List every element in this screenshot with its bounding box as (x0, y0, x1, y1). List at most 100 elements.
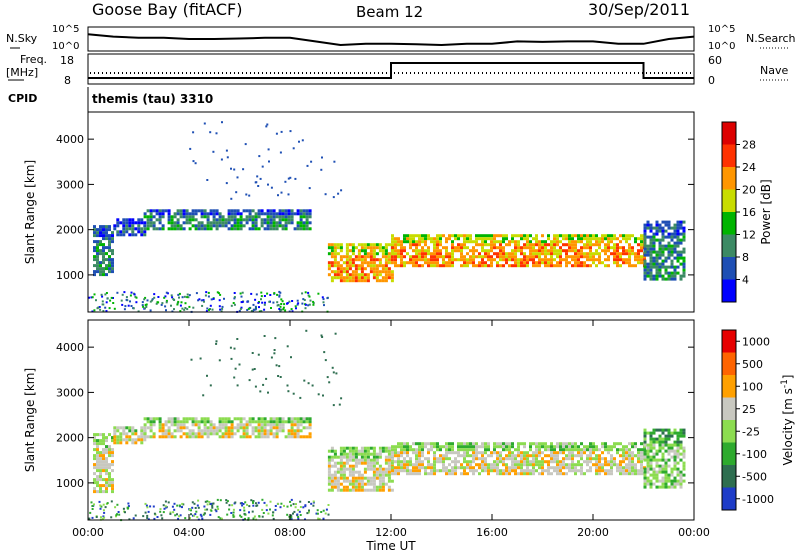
heatmap-cell (508, 445, 511, 449)
power-ylabel: Slant Range [km] (23, 160, 37, 264)
heatmap-cell (586, 246, 589, 250)
heatmap-cell (233, 224, 237, 228)
heatmap-cell (604, 258, 607, 262)
heatmap-cell (366, 455, 370, 459)
heatmap-cell (281, 300, 284, 303)
noise-left-tick-top: 10^5 (52, 24, 79, 35)
heatmap-cell (384, 243, 388, 247)
heatmap-cell (173, 227, 177, 231)
heatmap-cell (158, 435, 162, 439)
heatmap-cell (290, 429, 294, 433)
heatmap-cell (586, 469, 589, 473)
heatmap-cell (535, 469, 538, 473)
heatmap-cell (161, 432, 165, 436)
heatmap-cell (322, 394, 324, 397)
heatmap-cell (424, 466, 427, 470)
heatmap-cell (586, 258, 589, 262)
heatmap-cell (387, 449, 391, 453)
heatmap-cell (661, 226, 665, 230)
heatmap-cell (164, 432, 168, 436)
heatmap-cell (244, 517, 246, 520)
heatmap-cell (366, 464, 370, 468)
heatmap-cell (571, 445, 574, 449)
heatmap-cell (586, 240, 589, 244)
heatmap-cell (357, 279, 361, 283)
heatmap-cell (445, 261, 448, 265)
heatmap-cell (592, 258, 595, 262)
heatmap-cell (194, 212, 198, 216)
heatmap-cell (333, 249, 337, 253)
heatmap-cell (278, 420, 282, 424)
heatmap-cell (387, 255, 391, 259)
heatmap-cell (167, 218, 171, 222)
heatmap-cell (565, 255, 568, 259)
heatmap-cell (282, 308, 285, 311)
heatmap-cell (667, 458, 671, 462)
heatmap-cell (430, 264, 433, 268)
heatmap-cell (439, 255, 442, 259)
heatmap-cell (366, 273, 370, 277)
heatmap-cell (658, 437, 662, 441)
heatmap-cell (670, 449, 674, 453)
heatmap-cell (532, 246, 535, 250)
heatmap-cell (369, 458, 373, 462)
heatmap-cell (535, 237, 538, 241)
heatmap-cell (143, 435, 147, 439)
heatmap-cell (541, 261, 544, 265)
heatmap-cell (105, 231, 108, 235)
heatmap-cell (595, 472, 598, 476)
heatmap-cell (354, 470, 358, 474)
heatmap-cell (502, 463, 505, 467)
heatmap-cell (493, 463, 496, 467)
heatmap-cell (652, 443, 656, 447)
heatmap-cell (556, 234, 559, 238)
heatmap-cell (203, 224, 207, 228)
heatmap-cell (589, 249, 592, 253)
heatmap-cell (568, 466, 571, 470)
heatmap-cell (146, 221, 150, 225)
heatmap-cell (664, 470, 668, 474)
heatmap-cell (330, 488, 334, 492)
heatmap-cell (257, 501, 260, 504)
heatmap-cell (111, 481, 114, 485)
heatmap-cell (523, 261, 526, 265)
heatmap-cell (278, 417, 282, 421)
heatmap-cell (244, 143, 247, 146)
heatmap-cell (490, 451, 493, 455)
heatmap-cell (661, 443, 665, 447)
heatmap-cell (586, 252, 589, 256)
heatmap-cell (284, 435, 288, 439)
heatmap-cell (152, 224, 156, 228)
heatmap-cell (604, 472, 607, 476)
heatmap-cell (433, 264, 436, 268)
heatmap-cell (409, 234, 412, 238)
heatmap-cell (649, 455, 653, 459)
heatmap-cell (287, 218, 291, 222)
heatmap-cell (330, 249, 334, 253)
heatmap-cell (535, 454, 538, 458)
heatmap-cell (490, 258, 493, 262)
heatmap-cell (200, 209, 204, 213)
heatmap-cell (667, 452, 671, 456)
heatmap-cell (544, 258, 547, 262)
heatmap-cell (263, 221, 267, 225)
heatmap-cell (640, 457, 643, 461)
heatmap-cell (673, 431, 677, 435)
heatmap-cell (378, 273, 382, 277)
x-tick-label: 16:00 (476, 526, 508, 539)
heatmap-cell (221, 432, 225, 436)
heatmap-cell (520, 249, 523, 253)
heatmap-cell (508, 466, 511, 470)
heatmap-cell (179, 209, 183, 213)
heatmap-cell (134, 295, 137, 298)
heatmap-cell (445, 457, 448, 461)
heatmap-cell (372, 446, 376, 450)
heatmap-cell (583, 445, 586, 449)
heatmap-cell (102, 225, 105, 229)
heatmap-cell (667, 247, 671, 251)
heatmap-cell (631, 454, 634, 458)
heatmap-cell (472, 249, 475, 253)
heatmap-cell (643, 479, 647, 483)
date-title: 30/Sep/2011 (588, 0, 690, 19)
heatmap-cell (427, 264, 430, 268)
